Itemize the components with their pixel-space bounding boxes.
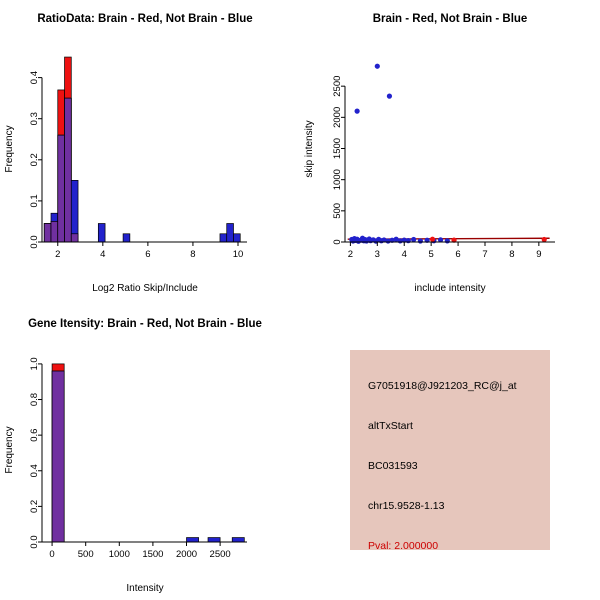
x-tick-label: 2000 xyxy=(176,549,197,560)
x-axis-label: include intensity xyxy=(414,283,485,294)
scatter-point-blue xyxy=(381,237,387,243)
x-tick-label: 5 xyxy=(429,249,434,260)
histogram-bar-blue xyxy=(97,223,106,243)
y-tick-label: 0.4 xyxy=(29,71,40,84)
y-axis-label: Frequency xyxy=(4,125,15,172)
info-quadrant: G7051918@J921203_RC@j_at altTxStart BC03… xyxy=(300,300,600,600)
x-tick-label: 8 xyxy=(509,249,514,260)
y-tick-label: 0.0 xyxy=(29,535,40,548)
scatter-point-red xyxy=(451,237,457,243)
y-tick-label: 1.0 xyxy=(29,357,40,370)
y-tick-label: 0 xyxy=(332,239,343,244)
histogram-bar-blue xyxy=(122,233,131,243)
x-tick-label: 6 xyxy=(455,249,460,260)
x-tick-label: 4 xyxy=(100,249,105,260)
scatter-point-blue xyxy=(386,93,393,99)
scatter-point-red xyxy=(429,236,436,242)
x-tick-label: 7 xyxy=(482,249,487,260)
x-tick-label: 1000 xyxy=(109,549,130,560)
histogram-bar-overlap xyxy=(43,223,52,243)
scatter-point-blue xyxy=(354,108,360,114)
histogram-bar-overlap xyxy=(64,97,72,243)
ratio-histogram-chart: RatioData: Brain - Red, Not Brain - Blue… xyxy=(4,13,253,294)
scatter-point-blue xyxy=(393,236,399,242)
y-tick-label: 1000 xyxy=(332,169,343,190)
y-tick-label: 0.3 xyxy=(29,112,40,125)
accession-text: BC031593 xyxy=(368,460,418,472)
x-tick-label: 2 xyxy=(348,249,353,260)
y-tick-label: 0.0 xyxy=(29,235,40,248)
x-axis-label: Log2 Ratio Skip/Include xyxy=(92,283,198,294)
histogram-bar-blue xyxy=(186,537,199,543)
x-tick-label: 1500 xyxy=(142,549,163,560)
locus-text: chr15.9528-1.13 xyxy=(368,500,445,512)
x-tick-label: 10 xyxy=(233,249,244,260)
y-tick-label: 1500 xyxy=(332,138,343,159)
plot-area: 2 3 4 5 6 7 8 9 0 500 1000 1500 2000 2500 xyxy=(332,63,555,260)
intensity-scatter-chart: Brain - Red, Not Brain - Blue include in… xyxy=(304,13,555,294)
info-panel: G7051918@J921203_RC@j_at altTxStart BC03… xyxy=(350,350,550,552)
y-tick-label: 0.2 xyxy=(29,500,40,513)
pval-text: Pval: 2.000000 xyxy=(368,540,439,552)
y-tick-label: 0.4 xyxy=(29,464,40,477)
plot-area: 2 4 6 8 10 0.0 0.1 0.2 0.3 0.4 xyxy=(29,56,247,260)
plot-area: 0 500 1000 1500 2000 2500 0.0 0.2 0.4 0.6 0.8 1.0 xyxy=(29,357,247,560)
histogram-bar-overlap xyxy=(50,221,59,243)
x-axis-label: Intensity xyxy=(126,583,163,594)
scatter-point-blue xyxy=(444,238,450,244)
scatter-point-blue xyxy=(411,236,417,243)
y-tick-label: 0.8 xyxy=(29,393,40,406)
y-tick-label: 0.6 xyxy=(29,429,40,442)
scatter-point-blue xyxy=(417,238,423,244)
histogram-bar-blue xyxy=(233,233,241,243)
histogram-bar-blue xyxy=(219,233,228,243)
x-tick-label: 2500 xyxy=(210,549,231,560)
scatter-point-blue xyxy=(437,237,444,243)
histogram-bar-blue xyxy=(70,180,79,243)
y-tick-label: 0.1 xyxy=(29,194,40,207)
x-tick-label: 2 xyxy=(55,249,60,260)
x-tick-label: 8 xyxy=(190,249,195,260)
event-type-text: altTxStart xyxy=(368,420,413,432)
histogram-bar-blue xyxy=(231,537,245,543)
histogram-bar-overlap xyxy=(57,134,65,243)
chart-title: Gene Itensity: Brain - Red, Not Brain - … xyxy=(28,318,262,330)
probe-id-text: G7051918@J921203_RC@j_at xyxy=(368,380,517,392)
x-tick-label: 0 xyxy=(49,549,54,560)
histogram-bar-blue xyxy=(226,223,234,243)
histogram-bar-overlap xyxy=(51,370,65,543)
y-axis-label: skip intensity xyxy=(304,120,315,177)
scatter-point-blue xyxy=(374,63,380,69)
gene-intensity-histogram-chart: Gene Itensity: Brain - Red, Not Brain - … xyxy=(4,318,262,594)
x-tick-label: 3 xyxy=(375,249,380,260)
y-tick-label: 500 xyxy=(332,203,343,219)
x-tick-label: 4 xyxy=(402,249,407,260)
histogram-bar-overlap xyxy=(70,233,79,243)
scatter-point-red xyxy=(541,236,547,243)
y-tick-label: 0.2 xyxy=(29,153,40,166)
y-tick-label: 2000 xyxy=(332,107,343,128)
histogram-bar-blue xyxy=(207,537,221,543)
y-tick-label: 2500 xyxy=(332,76,343,97)
x-tick-label: 500 xyxy=(78,549,94,560)
x-tick-label: 6 xyxy=(145,249,150,260)
chart-title: RatioData: Brain - Red, Not Brain - Blue xyxy=(37,13,252,25)
x-tick-label: 9 xyxy=(536,249,541,260)
y-axis-label: Frequency xyxy=(4,426,15,473)
chart-title: Brain - Red, Not Brain - Blue xyxy=(373,13,528,25)
scatter-point-blue xyxy=(401,237,407,243)
